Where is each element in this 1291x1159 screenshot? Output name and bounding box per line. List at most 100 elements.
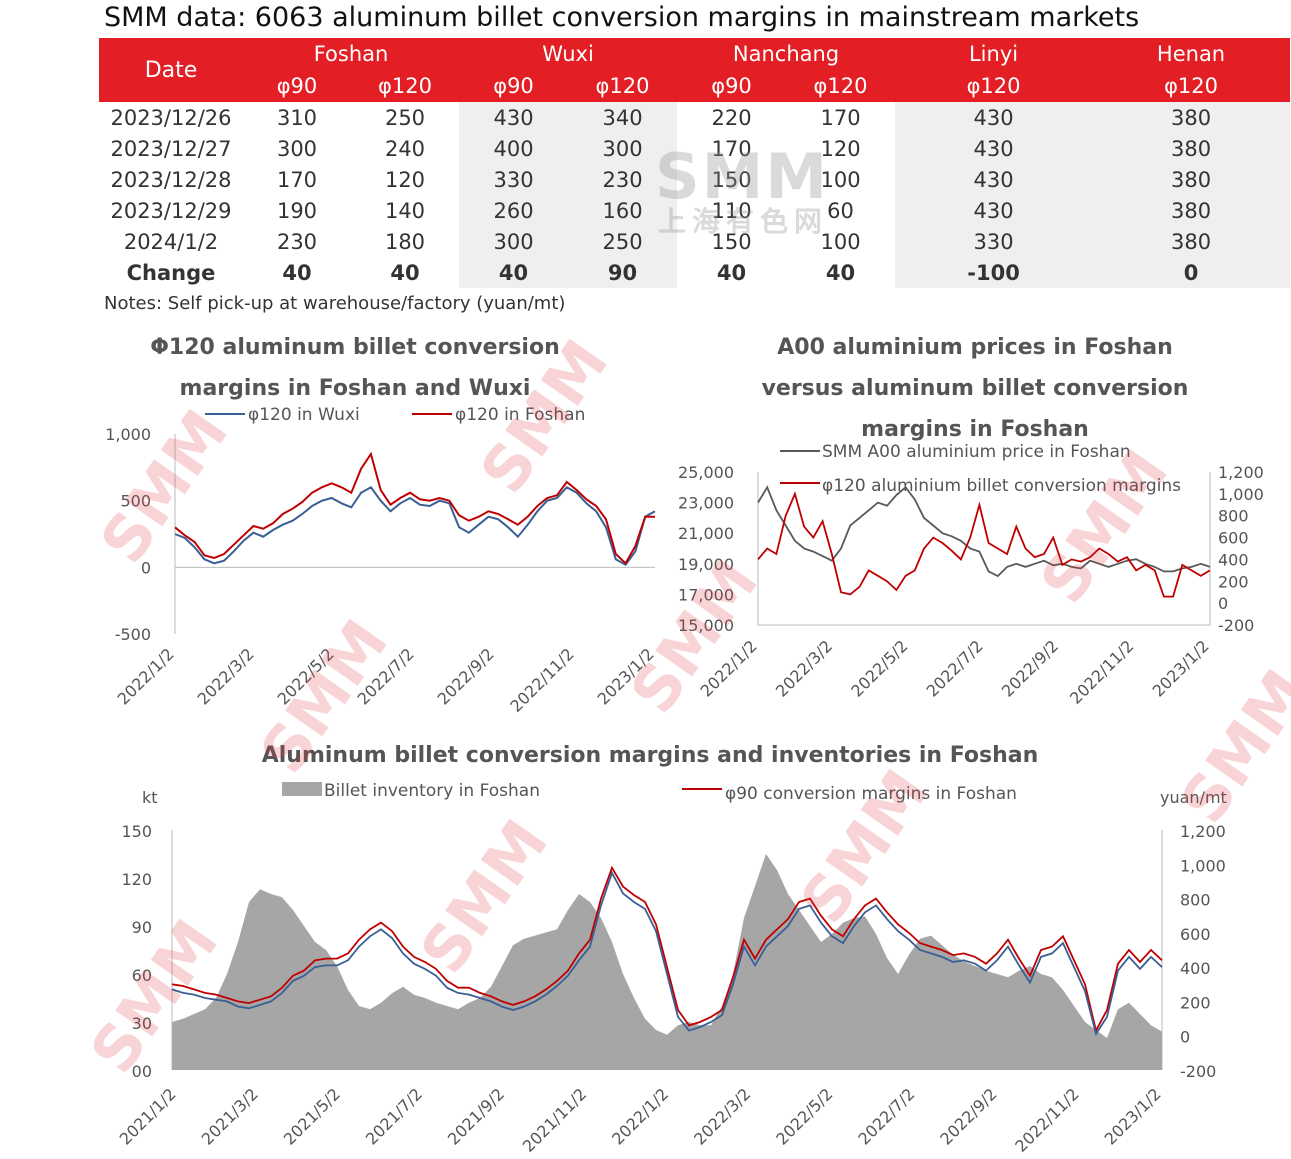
value-cell: 110 [711, 198, 752, 223]
value-cell: 250 [568, 226, 678, 257]
value-cell: 380 [1092, 164, 1291, 195]
table-row: 2023/12/28 170 120 330 230 150 100 430 380 [99, 164, 1291, 195]
x-tick-label: 2022/1/2 [114, 644, 178, 708]
value-cell: 330 [895, 226, 1093, 257]
value-cell: 310 [276, 105, 318, 130]
x-tick-label: 2022/7/2 [923, 636, 987, 700]
x-tick-label: 2021/7/2 [362, 1084, 426, 1148]
y-tick-label-right: 600 [1180, 925, 1211, 944]
page-title: SMM data: 6063 aluminum billet conversio… [104, 2, 1140, 33]
chart2-a00-vs-margins: 25,000 23,000 21,000 19,000 17,000 15,000 1,20… [678, 442, 1264, 708]
x-tick-label: 2022/11/2 [506, 644, 577, 715]
value-cell: 170 [711, 136, 752, 161]
legend-label-a00: SMM A00 aluminium price in Foshan [822, 442, 1131, 462]
value-cell: 230 [276, 229, 318, 254]
value-cell: 340 [568, 102, 678, 133]
value-cell: 430 [459, 102, 569, 133]
spec-header: φ120 [786, 70, 896, 102]
spec-header: φ90 [243, 70, 351, 102]
y-tick-label-left: 150 [121, 822, 152, 841]
watermark-chinese-center: 上海有色网 [658, 205, 829, 238]
chart1-title: Φ120 aluminum billet conversion margins … [150, 335, 560, 401]
x-tick-label: 2021/9/2 [444, 1084, 508, 1148]
x-tick-label: 2022/9/2 [936, 1084, 1000, 1148]
spec-header: φ120 [895, 70, 1093, 102]
value-cell: 220 [711, 105, 752, 130]
value-cell: 0 [1092, 257, 1291, 288]
y-tick-label-left: 60 [132, 966, 152, 985]
table-row: 2024/1/2 230 180 300 250 150 100 330 380 [99, 226, 1291, 257]
y-tick-label-right: 400 [1218, 550, 1249, 569]
chart3-margins-inventories: kt yuan/mt 150 120 90 60 30 00 1,200 1,000 800 600 4… [116, 781, 1227, 1155]
y-tick-label-left: 19,000 [678, 555, 734, 574]
date-cell: 2024/1/2 [123, 229, 219, 254]
value-cell: 40 [459, 257, 569, 288]
x-tick-label: 2022/9/2 [434, 644, 498, 708]
value-cell: 100 [820, 167, 861, 192]
value-cell: 380 [1092, 102, 1291, 133]
watermark-logo-center: SMM [655, 140, 830, 213]
x-tick-label: 2022/11/2 [1066, 636, 1137, 707]
y-tick-label-right: -200 [1180, 1062, 1216, 1081]
y-tick-label: 1,000 [105, 425, 151, 444]
value-cell: 170 [820, 105, 861, 130]
x-tick-label: 2022/5/2 [772, 1084, 836, 1148]
market-header-wuxi: Wuxi [459, 38, 678, 70]
spec-header: φ120 [568, 70, 678, 102]
value-cell: 40 [716, 260, 747, 285]
y-tick-label-left: 30 [132, 1014, 152, 1033]
y-tick-label-left: 23,000 [678, 494, 734, 513]
x-tick-label: 2021/3/2 [198, 1084, 262, 1148]
spec-header: φ120 [351, 70, 460, 102]
x-tick-label: 2023/1/2 [594, 644, 658, 708]
table-row: 2023/12/29 190 140 260 160 110 60 430 380 [99, 195, 1291, 226]
value-cell: 430 [895, 102, 1093, 133]
series-line-1 [171, 865, 1163, 1034]
y-tick-label: 500 [120, 492, 151, 511]
y-tick-label-right: 1,000 [1180, 856, 1226, 875]
y-tick-label-right: 800 [1180, 891, 1211, 910]
y-axis-label-left: kt [142, 788, 158, 807]
y-tick-label-right: 200 [1180, 993, 1211, 1012]
market-header-nanchang: Nanchang [677, 38, 896, 70]
legend-label-margins: φ120 aluminium billet conversion margins [822, 476, 1181, 496]
value-cell: 40 [282, 260, 312, 285]
y-tick-label-left: 00 [132, 1062, 152, 1081]
y-tick-label-left: 15,000 [678, 616, 734, 635]
y-tick-label-right: 200 [1218, 572, 1249, 591]
value-cell: 230 [568, 164, 678, 195]
value-cell: 300 [459, 226, 569, 257]
y-tick-label-right: 1,000 [1218, 485, 1264, 504]
x-tick-label: 2022/5/2 [847, 636, 911, 700]
series-line-1 [174, 451, 655, 565]
spec-header: φ120 [1092, 70, 1291, 102]
value-cell: 90 [568, 257, 678, 288]
y-tick-label-right: 400 [1180, 959, 1211, 978]
change-label: Change [126, 260, 216, 285]
value-cell: 40 [390, 260, 420, 285]
x-tick-label: 2022/3/2 [772, 636, 836, 700]
table-row: 2023/12/27 300 240 400 300 170 120 430 380 [99, 133, 1291, 164]
value-cell: -100 [895, 257, 1093, 288]
value-cell: 170 [276, 167, 318, 192]
y-tick-label-right: 1,200 [1218, 463, 1264, 482]
x-tick-label: 2023/1/2 [1149, 636, 1213, 700]
y-tick-label-right: 800 [1218, 507, 1249, 526]
x-tick-label: 2021/1/2 [116, 1084, 180, 1148]
y-tick-label-left: 120 [121, 870, 152, 889]
value-cell: 430 [895, 164, 1093, 195]
series-line-1 [757, 491, 1211, 598]
x-tick-label: 2022/1/2 [608, 1084, 672, 1148]
date-cell: 2023/12/27 [110, 136, 232, 161]
y-tick-label-left: 21,000 [678, 524, 734, 543]
date-header: Date [99, 38, 243, 102]
date-cell: 2023/12/29 [110, 198, 232, 223]
value-cell: 330 [459, 164, 569, 195]
chart2-title: A00 aluminium prices in Foshan versus al… [761, 335, 1189, 442]
y-tick-label-right: 1,200 [1180, 822, 1226, 841]
table-notes: Notes: Self pick-up at warehouse/factory… [104, 293, 566, 314]
legend-swatch-inventory [282, 782, 322, 796]
value-cell: 380 [1092, 195, 1291, 226]
value-cell: 100 [820, 229, 861, 254]
